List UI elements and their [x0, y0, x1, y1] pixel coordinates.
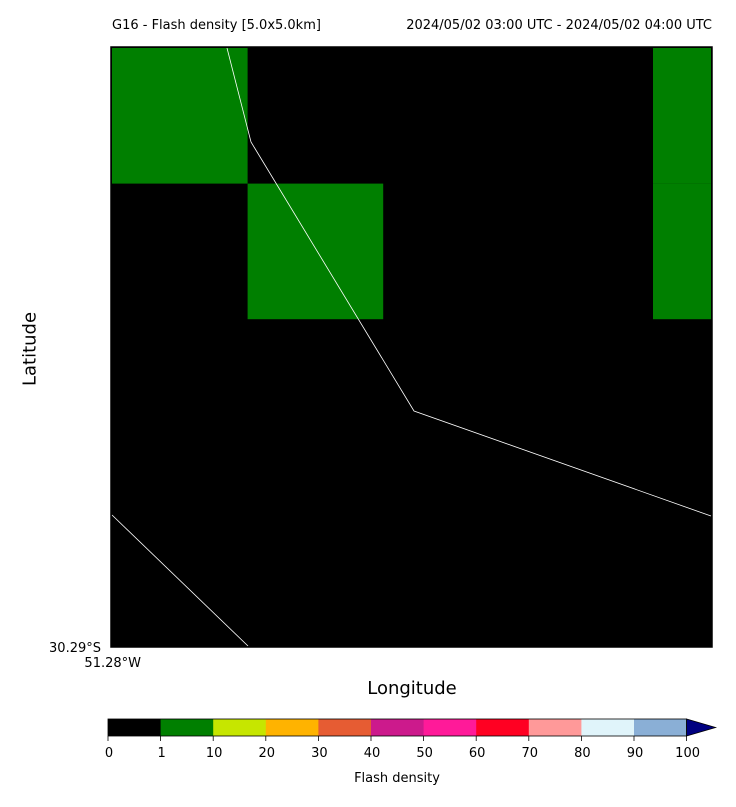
colorbar-tick-label: 10: [205, 746, 223, 761]
colorbar-tick-label: 20: [258, 746, 276, 761]
map-frame: [110, 46, 713, 648]
flash-cell: [653, 48, 711, 184]
flash-density-cells: [112, 48, 711, 320]
map-title: G16 - Flash density [5.0x5.0km]: [112, 18, 321, 33]
state-border-lines: [111, 47, 712, 647]
colorbar-segment: [318, 719, 372, 736]
colorbar: [107, 718, 718, 741]
colorbar-segment: [476, 719, 530, 736]
map-panel: [110, 46, 713, 648]
colorbar-segment: [371, 719, 425, 736]
colorbar-tick-label: 80: [574, 746, 591, 761]
colorbar-segment: [265, 719, 319, 736]
colorbar-tick-label: 50: [416, 746, 433, 761]
colorbar-outline: [107, 718, 687, 737]
colorbar-tick-label: 100: [675, 746, 701, 761]
flash-cell: [112, 48, 248, 184]
colorbar-segment: [160, 719, 214, 736]
colorbar-segment: [634, 719, 688, 736]
colorbar-extend-arrow: [686, 718, 718, 737]
colorbar-label: Flash density: [354, 771, 440, 786]
time-range: 2024/05/02 03:00 UTC - 2024/05/02 04:00 …: [406, 18, 712, 33]
colorbar-tick-label: 30: [311, 746, 328, 761]
colorbar-tick-label: 90: [626, 746, 644, 761]
y-axis-label: Latitude: [19, 311, 41, 387]
colorbar-segment: [108, 719, 162, 736]
colorbar-segment: [213, 719, 267, 736]
border-line: [226, 47, 712, 517]
flash-cell: [247, 183, 384, 320]
x-axis-label: Longitude: [367, 678, 457, 699]
colorbar-tick-label: 60: [468, 746, 486, 761]
corner-latitude: 30.29°S: [49, 641, 101, 656]
flash-cell: [653, 183, 711, 320]
colorbar-segment: [581, 719, 635, 736]
colorbar-segment: [528, 719, 582, 736]
colorbar-tick-label: 40: [363, 746, 381, 761]
colorbar-tick-label: 70: [521, 746, 539, 761]
colorbar-segment: [423, 719, 477, 736]
corner-longitude: 51.28°W: [84, 656, 141, 671]
colorbar-tick-label: 0: [104, 746, 114, 761]
border-line: [111, 514, 249, 647]
colorbar-tick-label: 1: [157, 746, 166, 761]
